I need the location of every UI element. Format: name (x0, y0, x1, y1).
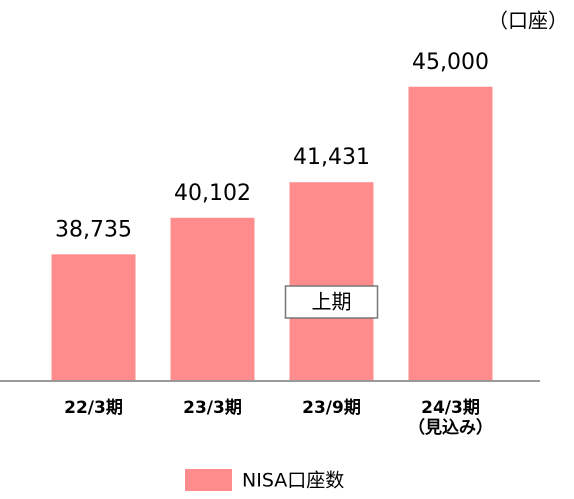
legend-swatch (185, 469, 232, 491)
bar (51, 254, 136, 381)
bar (289, 182, 374, 381)
x-tick-label: 24/3期 （見込み） (408, 398, 493, 438)
bar (170, 217, 255, 381)
x-tick-label: 23/9期 (302, 398, 361, 418)
annotation: 上期 (312, 290, 352, 314)
bar (408, 86, 493, 381)
value-label: 38,735 (55, 217, 132, 242)
legend-label: NISA口座数 (242, 470, 344, 492)
value-label: 40,102 (174, 181, 251, 206)
value-label: 45,000 (412, 50, 489, 75)
value-label: 41,431 (293, 145, 370, 170)
unit-label: （口座） (488, 9, 568, 33)
x-tick-label: 22/3期 (64, 398, 123, 418)
x-tick-label: 23/3期 (183, 398, 242, 418)
annotation-box (284, 285, 379, 319)
